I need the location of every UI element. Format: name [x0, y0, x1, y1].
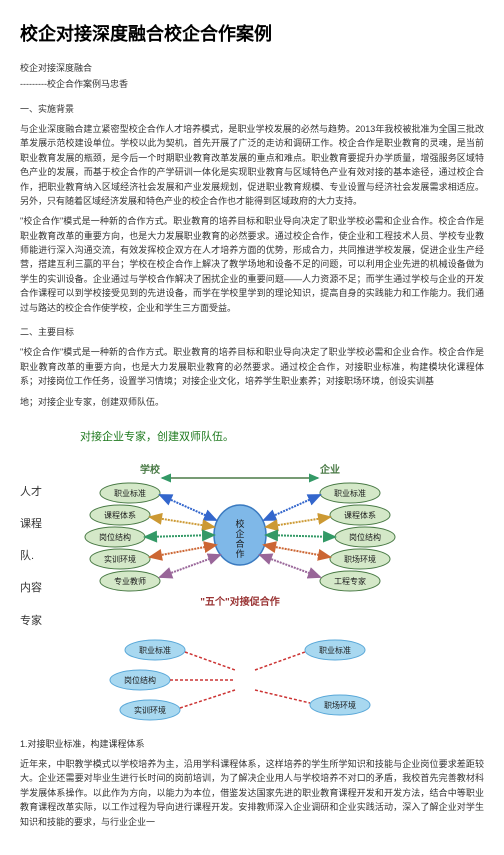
left-node-1: 课程体系: [90, 505, 150, 525]
paragraph-2: "校企合作"模式是一种新的合作方式。职业教育的培养目标和职业导向决定了职业学校必…: [20, 214, 484, 315]
side-label-2: 队.: [20, 549, 60, 563]
diagram-center-label-1: 校: [235, 518, 244, 529]
paragraph-4: 地；对接企业专家，创建双师队伍。: [20, 395, 484, 409]
right-node-3: 职场环境: [330, 549, 390, 569]
svg-text:工程专家: 工程专家: [334, 576, 366, 586]
svg-text:课程体系: 课程体系: [344, 510, 376, 520]
section-1-title: 一、实施背景: [20, 102, 484, 116]
svg-text:职业标准: 职业标准: [114, 488, 146, 498]
diagram-svg: 学校 企业 校 企 合 作 职业标准 课程体系: [60, 455, 420, 725]
svg-text:岗位结构: 岗位结构: [124, 675, 156, 685]
bottom-right-1: 职场环境: [310, 695, 370, 715]
svg-text:职场环境: 职场环境: [324, 700, 356, 710]
left-node-0: 职业标准: [100, 483, 160, 503]
svg-text:职业标准: 职业标准: [319, 645, 351, 655]
subtitle-2: ---------校企合作案例马忠香: [20, 77, 484, 91]
diagram-header-right: 企业: [319, 463, 340, 476]
diagram-center-label-2: 企: [235, 528, 244, 539]
left-node-4: 专业教师: [100, 571, 160, 591]
svg-text:专业教师: 专业教师: [114, 576, 146, 586]
right-node-2: 岗位结构: [335, 527, 395, 547]
side-label-1: 课程: [20, 517, 60, 531]
side-label-4: 专家: [20, 614, 60, 628]
svg-text:职业标准: 职业标准: [139, 645, 171, 655]
bottom-left-0: 职业标准: [125, 640, 185, 660]
section-2-title: 二、主要目标: [20, 325, 484, 339]
right-node-0: 职业标准: [320, 483, 380, 503]
svg-text:实训环境: 实训环境: [104, 554, 136, 564]
diagram-footer: "五个"对接促合作: [200, 595, 279, 608]
diagram-center-label-4: 作: [235, 548, 244, 559]
right-node-1: 课程体系: [330, 505, 390, 525]
section-bottom-title: 1.对接职业标准，构建课程体系: [20, 737, 484, 751]
diagram-header-left: 学校: [140, 463, 161, 476]
subtitle-1: 校企对接深度融合: [20, 61, 484, 75]
page-title: 校企对接深度融合校企合作案例: [20, 20, 484, 49]
svg-text:岗位结构: 岗位结构: [349, 532, 381, 542]
paragraph-3: "校企合作"模式是一种新的合作方式。职业教育的培养目标和职业导向决定了职业学校必…: [20, 345, 484, 388]
bottom-right-0: 职业标准: [305, 640, 365, 660]
right-node-4: 工程专家: [320, 571, 380, 591]
paragraph-5: 近年来，中职教学模式以学校培养为主，沿用学科课程体系，这样培养的学生所学知识和技…: [20, 757, 484, 829]
svg-text:职场环境: 职场环境: [344, 554, 376, 564]
svg-text:课程体系: 课程体系: [104, 510, 136, 520]
bottom-left-1: 岗位结构: [110, 670, 170, 690]
paragraph-1: 与企业深度融合建立紧密型校企合作人才培养模式，是职业学校发展的必然与趋势。201…: [20, 122, 484, 208]
svg-text:职业标准: 职业标准: [334, 488, 366, 498]
diagram-svg-wrap: 学校 企业 校 企 合 作 职业标准 课程体系: [60, 455, 484, 725]
diagram-section: 对接企业专家，创建双师队伍。 人才 课程 队. 内容 专家: [20, 429, 484, 725]
svg-text:实训环境: 实训环境: [134, 705, 166, 715]
diagram-center-label-3: 合: [235, 538, 244, 549]
diagram-title: 对接企业专家，创建双师队伍。: [80, 429, 484, 447]
side-label-3: 内容: [20, 581, 60, 595]
diagram-side-labels: 人才 课程 队. 内容 专家: [20, 455, 60, 646]
bottom-left-2: 实训环境: [120, 700, 180, 720]
side-label-0: 人才: [20, 485, 60, 499]
left-node-2: 岗位结构: [85, 527, 145, 547]
svg-text:岗位结构: 岗位结构: [99, 532, 131, 542]
left-node-3: 实训环境: [90, 549, 150, 569]
